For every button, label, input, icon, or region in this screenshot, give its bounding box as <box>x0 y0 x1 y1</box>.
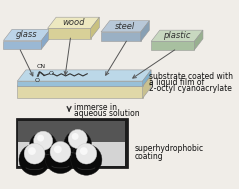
Polygon shape <box>101 21 149 32</box>
Text: coating: coating <box>135 152 163 161</box>
Polygon shape <box>141 21 149 41</box>
Circle shape <box>28 147 36 155</box>
Circle shape <box>37 135 44 142</box>
Polygon shape <box>48 17 99 28</box>
Text: substrate coated with: substrate coated with <box>149 72 234 81</box>
Polygon shape <box>17 70 151 81</box>
Bar <box>16 118 128 168</box>
Bar <box>18 143 125 166</box>
Circle shape <box>68 129 87 149</box>
Polygon shape <box>48 28 91 39</box>
Polygon shape <box>41 29 50 49</box>
Text: aqueous solution: aqueous solution <box>74 109 140 119</box>
Polygon shape <box>91 17 99 39</box>
Text: glass: glass <box>16 30 38 40</box>
Circle shape <box>45 143 76 174</box>
Text: immerse in: immerse in <box>74 103 117 112</box>
Text: plastic: plastic <box>163 31 191 40</box>
Polygon shape <box>151 41 194 50</box>
Polygon shape <box>142 75 151 98</box>
Polygon shape <box>3 29 50 40</box>
Text: 2-octyl cyanoacrylate: 2-octyl cyanoacrylate <box>149 84 232 93</box>
Circle shape <box>71 144 102 175</box>
Text: superhydrophobic: superhydrophobic <box>135 144 204 153</box>
Polygon shape <box>17 75 151 86</box>
Circle shape <box>24 143 45 164</box>
Text: wood: wood <box>62 18 85 27</box>
Polygon shape <box>101 32 141 41</box>
Text: O: O <box>35 78 40 83</box>
Circle shape <box>19 144 50 175</box>
Text: CN: CN <box>37 64 46 69</box>
Polygon shape <box>194 30 203 50</box>
Circle shape <box>50 142 71 162</box>
Circle shape <box>76 143 97 164</box>
Text: a liquid film of: a liquid film of <box>149 78 205 87</box>
Circle shape <box>72 133 79 140</box>
Circle shape <box>54 146 62 153</box>
Bar <box>18 121 125 143</box>
Circle shape <box>34 131 53 150</box>
Polygon shape <box>17 86 142 98</box>
Polygon shape <box>3 40 41 49</box>
Polygon shape <box>17 81 142 86</box>
Text: O: O <box>49 71 54 76</box>
Circle shape <box>80 147 88 155</box>
Polygon shape <box>142 70 151 86</box>
Circle shape <box>64 130 92 158</box>
Text: steel: steel <box>115 22 135 31</box>
Circle shape <box>29 132 57 160</box>
Polygon shape <box>151 30 203 41</box>
